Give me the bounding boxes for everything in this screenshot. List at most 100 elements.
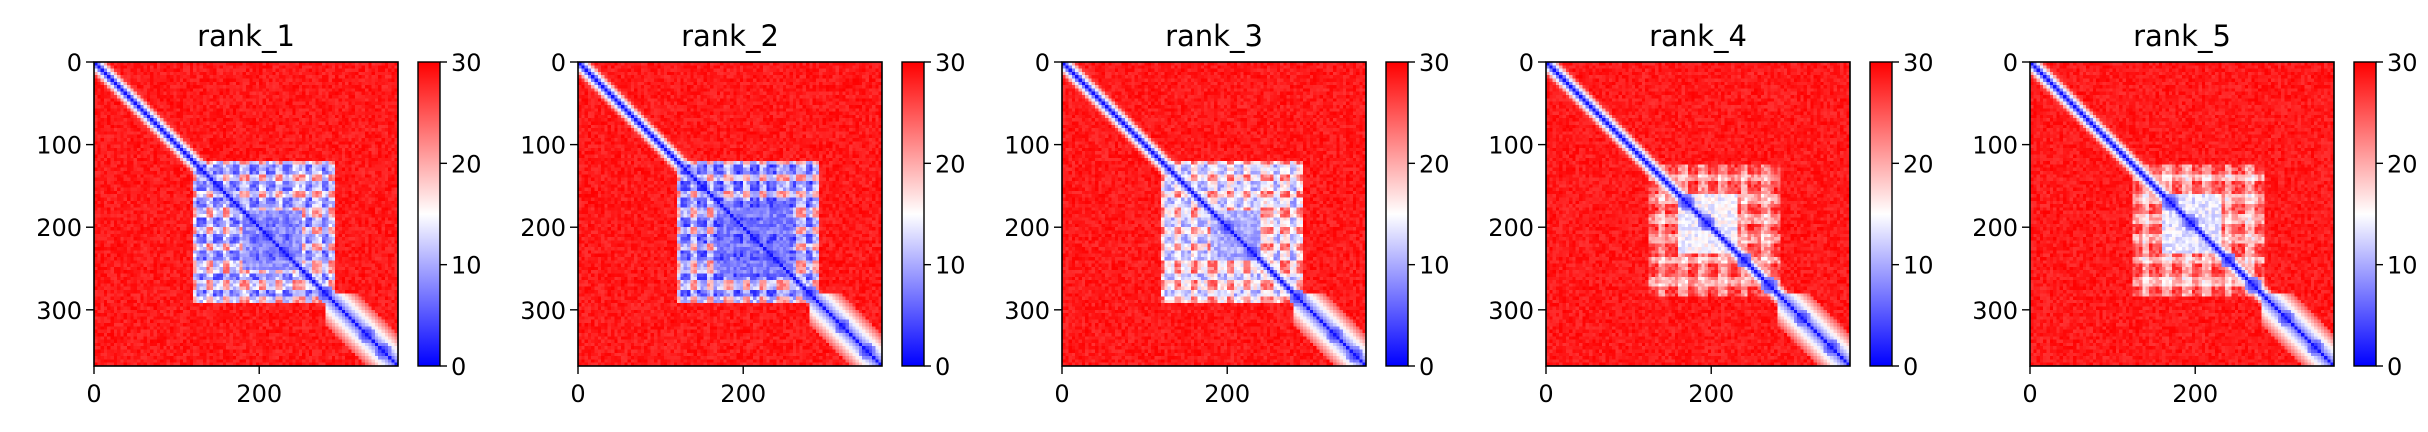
heatmap-cell xyxy=(259,115,263,119)
heatmap-cell xyxy=(362,148,366,152)
heatmap-cell xyxy=(358,75,362,79)
heatmap-cell xyxy=(190,158,194,162)
heatmap-cell xyxy=(246,65,250,69)
heatmap-cell xyxy=(312,92,316,96)
heatmap-cell xyxy=(236,158,240,162)
heatmap-cell xyxy=(226,161,230,165)
heatmap-cell xyxy=(329,115,333,119)
heatmap-cell xyxy=(210,69,214,73)
heatmap-cell xyxy=(177,131,181,135)
heatmap-cell xyxy=(114,69,118,73)
heatmap-cell xyxy=(150,141,154,145)
heatmap-cell xyxy=(117,105,121,109)
heatmap-cell xyxy=(170,135,174,139)
heatmap-cell xyxy=(220,98,224,102)
heatmap-cell xyxy=(236,135,240,139)
heatmap-cell xyxy=(120,69,124,73)
heatmap-cell xyxy=(147,131,151,135)
heatmap-cell xyxy=(325,85,329,89)
heatmap-cell xyxy=(329,145,333,149)
heatmap-cell xyxy=(279,102,283,106)
heatmap-cell xyxy=(101,138,105,142)
heatmap-cell xyxy=(163,148,167,152)
heatmap-cell xyxy=(153,141,157,145)
heatmap-cell xyxy=(167,75,171,79)
heatmap-cell xyxy=(101,141,105,145)
heatmap-cell xyxy=(381,75,385,79)
heatmap-cell xyxy=(180,161,184,165)
heatmap-cell xyxy=(216,118,220,122)
heatmap-cell xyxy=(196,158,200,162)
heatmap-cell xyxy=(375,148,379,152)
heatmap-cell xyxy=(193,98,197,102)
heatmap-cell xyxy=(220,92,224,96)
heatmap-cell xyxy=(325,158,329,162)
heatmap-cell xyxy=(137,118,141,122)
heatmap-cell xyxy=(378,112,382,116)
heatmap-cell xyxy=(140,148,144,152)
heatmap-cell xyxy=(226,158,230,162)
heatmap-cell xyxy=(213,105,217,109)
heatmap-cell xyxy=(107,85,111,89)
heatmap-cell xyxy=(114,155,118,159)
heatmap-cell xyxy=(325,121,329,125)
heatmap-cell xyxy=(170,112,174,116)
heatmap-cell xyxy=(286,85,290,89)
heatmap-cell xyxy=(239,135,243,139)
heatmap-cell xyxy=(229,108,233,112)
heatmap-cell xyxy=(190,145,194,149)
heatmap-cell xyxy=(147,108,151,112)
heatmap-cell xyxy=(137,128,141,132)
heatmap-cell xyxy=(196,128,200,132)
heatmap-cell xyxy=(296,148,300,152)
heatmap-cell xyxy=(253,79,257,83)
heatmap-cell xyxy=(229,65,233,69)
heatmap-cell xyxy=(365,148,369,152)
heatmap-cell xyxy=(302,112,306,116)
heatmap-cell xyxy=(345,112,349,116)
heatmap-cell xyxy=(127,131,131,135)
heatmap-cell xyxy=(213,92,217,96)
heatmap-cell xyxy=(144,65,148,69)
heatmap-cell xyxy=(190,148,194,152)
heatmap-cell xyxy=(385,69,389,73)
heatmap-cell xyxy=(206,148,210,152)
heatmap-cell xyxy=(226,125,230,129)
heatmap-cell xyxy=(362,141,366,145)
heatmap-cell xyxy=(348,148,352,152)
heatmap-cell xyxy=(144,75,148,79)
heatmap-cell xyxy=(114,108,118,112)
heatmap-cell xyxy=(120,128,124,132)
heatmap-cell xyxy=(299,161,303,165)
heatmap-cell xyxy=(101,158,105,162)
heatmap-cell xyxy=(187,151,191,155)
heatmap-cell xyxy=(319,69,323,73)
heatmap-cell xyxy=(302,118,306,122)
heatmap-cell xyxy=(243,155,247,159)
heatmap-cell xyxy=(319,108,323,112)
heatmap-cell xyxy=(309,155,313,159)
heatmap-cell xyxy=(358,161,362,165)
heatmap-cell xyxy=(286,148,290,152)
heatmap-cell xyxy=(263,161,267,165)
heatmap-cell xyxy=(309,72,313,76)
heatmap-cell xyxy=(385,98,389,102)
heatmap-cell xyxy=(180,82,184,86)
heatmap-cell xyxy=(160,121,164,125)
heatmap-cell xyxy=(163,69,167,73)
heatmap-cell xyxy=(226,155,230,159)
heatmap-cell xyxy=(362,88,366,92)
heatmap-cell xyxy=(216,121,220,125)
heatmap-cell xyxy=(170,155,174,159)
heatmap-cell xyxy=(137,95,141,99)
heatmap-cell xyxy=(355,108,359,112)
heatmap-cell xyxy=(216,155,220,159)
heatmap-cell xyxy=(329,158,333,162)
heatmap-cell xyxy=(276,95,280,99)
heatmap-cell xyxy=(177,115,181,119)
heatmap-cell xyxy=(256,112,260,116)
heatmap-cell xyxy=(266,105,270,109)
heatmap-cell xyxy=(236,82,240,86)
heatmap-cell xyxy=(249,112,253,116)
heatmap-cell xyxy=(196,102,200,106)
